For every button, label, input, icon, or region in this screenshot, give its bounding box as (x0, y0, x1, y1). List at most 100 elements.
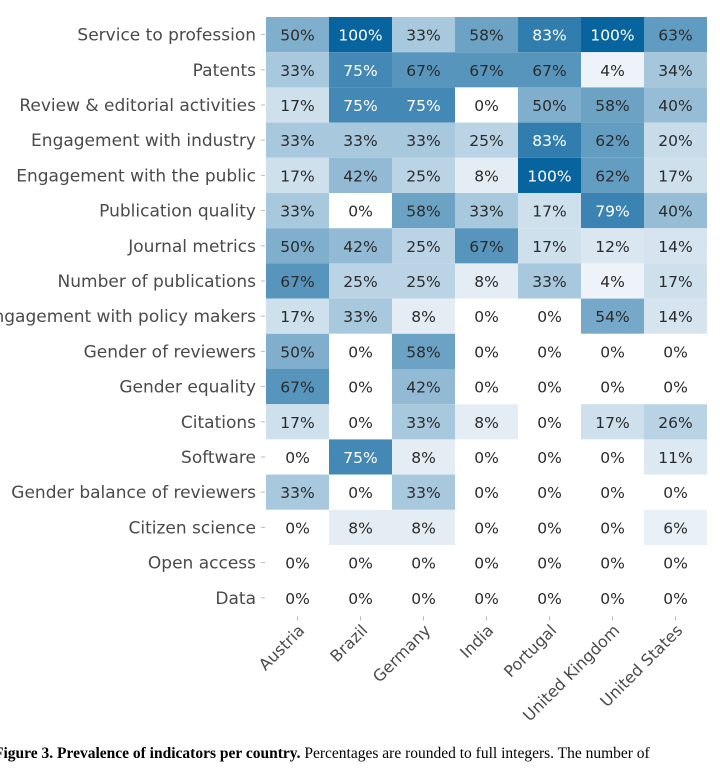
heatmap-cell (518, 17, 581, 53)
heatmap-cell (266, 298, 329, 334)
heatmap-cell (455, 439, 518, 475)
cell-value-label: 33% (406, 27, 440, 45)
cell-value-label: 50% (280, 238, 314, 256)
heatmap-cell (581, 580, 644, 616)
cell-value-label: 8% (348, 519, 373, 537)
cell-value-label: 0% (537, 343, 562, 361)
cell-value-label: 42% (406, 379, 440, 397)
heatmap-cell (518, 87, 581, 123)
heatmap-cell (266, 509, 329, 545)
cell-value-label: 33% (343, 132, 377, 150)
heatmap-cell (329, 263, 392, 299)
heatmap-cell (581, 474, 644, 510)
row-label-citations: Citations (181, 413, 256, 433)
heatmap-cell (392, 87, 455, 123)
cell-value-label: 0% (411, 590, 436, 608)
heatmap-cell (581, 439, 644, 475)
cell-value-label: 0% (474, 590, 499, 608)
cell-value-label: 0% (285, 590, 310, 608)
heatmap-cell (392, 193, 455, 229)
heatmap-cell (644, 439, 707, 475)
heatmap-cell (392, 157, 455, 193)
cell-value-label: 0% (474, 555, 499, 573)
cell-value-label: 0% (537, 308, 562, 326)
heatmap-cell (644, 157, 707, 193)
heatmap-cell (518, 369, 581, 405)
cell-value-label: 75% (343, 62, 377, 80)
heatmap-cell (266, 333, 329, 369)
cell-value-label: 67% (532, 62, 566, 80)
heatmap-cell (455, 580, 518, 616)
cell-value-label: 0% (285, 449, 310, 467)
heatmap-cell (518, 193, 581, 229)
heatmap-cell (392, 580, 455, 616)
heatmap-cell (455, 17, 518, 53)
heatmap-cell (644, 17, 707, 53)
cell-value-label: 0% (348, 484, 373, 502)
cell-value-label: 67% (280, 273, 314, 291)
heatmap-cell (455, 404, 518, 440)
heatmap-cell (581, 17, 644, 53)
cell-value-label: 79% (595, 203, 629, 221)
heatmap-cell (644, 333, 707, 369)
cell-value-label: 17% (595, 414, 629, 432)
heatmap-cell (455, 298, 518, 334)
cell-value-label: 0% (663, 379, 688, 397)
cell-value-label: 17% (532, 238, 566, 256)
heatmap-cell (518, 52, 581, 88)
heatmap-cell (644, 122, 707, 158)
cell-value-label: 83% (532, 27, 566, 45)
cell-value-label: 33% (343, 308, 377, 326)
row-label-engagement-with-policy-makers: Engagement with policy makers (0, 307, 256, 327)
heatmap-cell (329, 580, 392, 616)
cell-value-label: 58% (595, 97, 629, 115)
heatmap-cell (518, 157, 581, 193)
heatmap-cell (392, 17, 455, 53)
heatmap-cell (644, 87, 707, 123)
caption-text: Percentages are rounded to full integers… (304, 745, 650, 762)
cell-value-label: 0% (537, 555, 562, 573)
heatmap-cell (392, 52, 455, 88)
heatmap-cell (644, 298, 707, 334)
heatmap-cell (644, 228, 707, 264)
row-label-software: Software (181, 448, 256, 468)
heatmap-cell (392, 298, 455, 334)
cell-value-label: 25% (469, 132, 503, 150)
heatmap-cell (455, 333, 518, 369)
cell-value-label: 33% (406, 414, 440, 432)
heatmap-cell (581, 333, 644, 369)
cell-value-label: 33% (280, 484, 314, 502)
row-label-gender-equality: Gender equality (119, 378, 256, 398)
row-label-engagement-with-industry: Engagement with industry (31, 131, 256, 151)
cell-value-label: 0% (663, 555, 688, 573)
cell-value-label: 0% (285, 519, 310, 537)
cell-value-label: 25% (406, 273, 440, 291)
heatmap-cell (329, 122, 392, 158)
cell-value-label: 67% (469, 238, 503, 256)
heatmap-cell (581, 369, 644, 405)
heatmap-cell (518, 298, 581, 334)
heatmap-cell (518, 545, 581, 581)
heatmap-cell (392, 263, 455, 299)
heatmap-cell (518, 580, 581, 616)
heatmap-cell (392, 122, 455, 158)
heatmap-cell (581, 263, 644, 299)
heatmap-cell (392, 545, 455, 581)
cell-value-label: 33% (532, 273, 566, 291)
cell-value-label: 33% (280, 62, 314, 80)
cell-value-label: 75% (343, 97, 377, 115)
cell-value-label: 8% (474, 414, 499, 432)
heatmap-cell (518, 509, 581, 545)
heatmap-cell (329, 157, 392, 193)
cell-value-label: 0% (348, 555, 373, 573)
row-label-gender-balance-of-reviewers: Gender balance of reviewers (11, 483, 256, 503)
cell-value-label: 17% (532, 203, 566, 221)
heatmap-cell (581, 509, 644, 545)
cell-value-label: 4% (600, 273, 625, 291)
heatmap-cell (329, 298, 392, 334)
cell-value-label: 100% (527, 167, 571, 185)
cell-value-label: 0% (474, 484, 499, 502)
heatmap-cell (581, 122, 644, 158)
heatmap-cell (329, 17, 392, 53)
cell-value-label: 58% (406, 343, 440, 361)
